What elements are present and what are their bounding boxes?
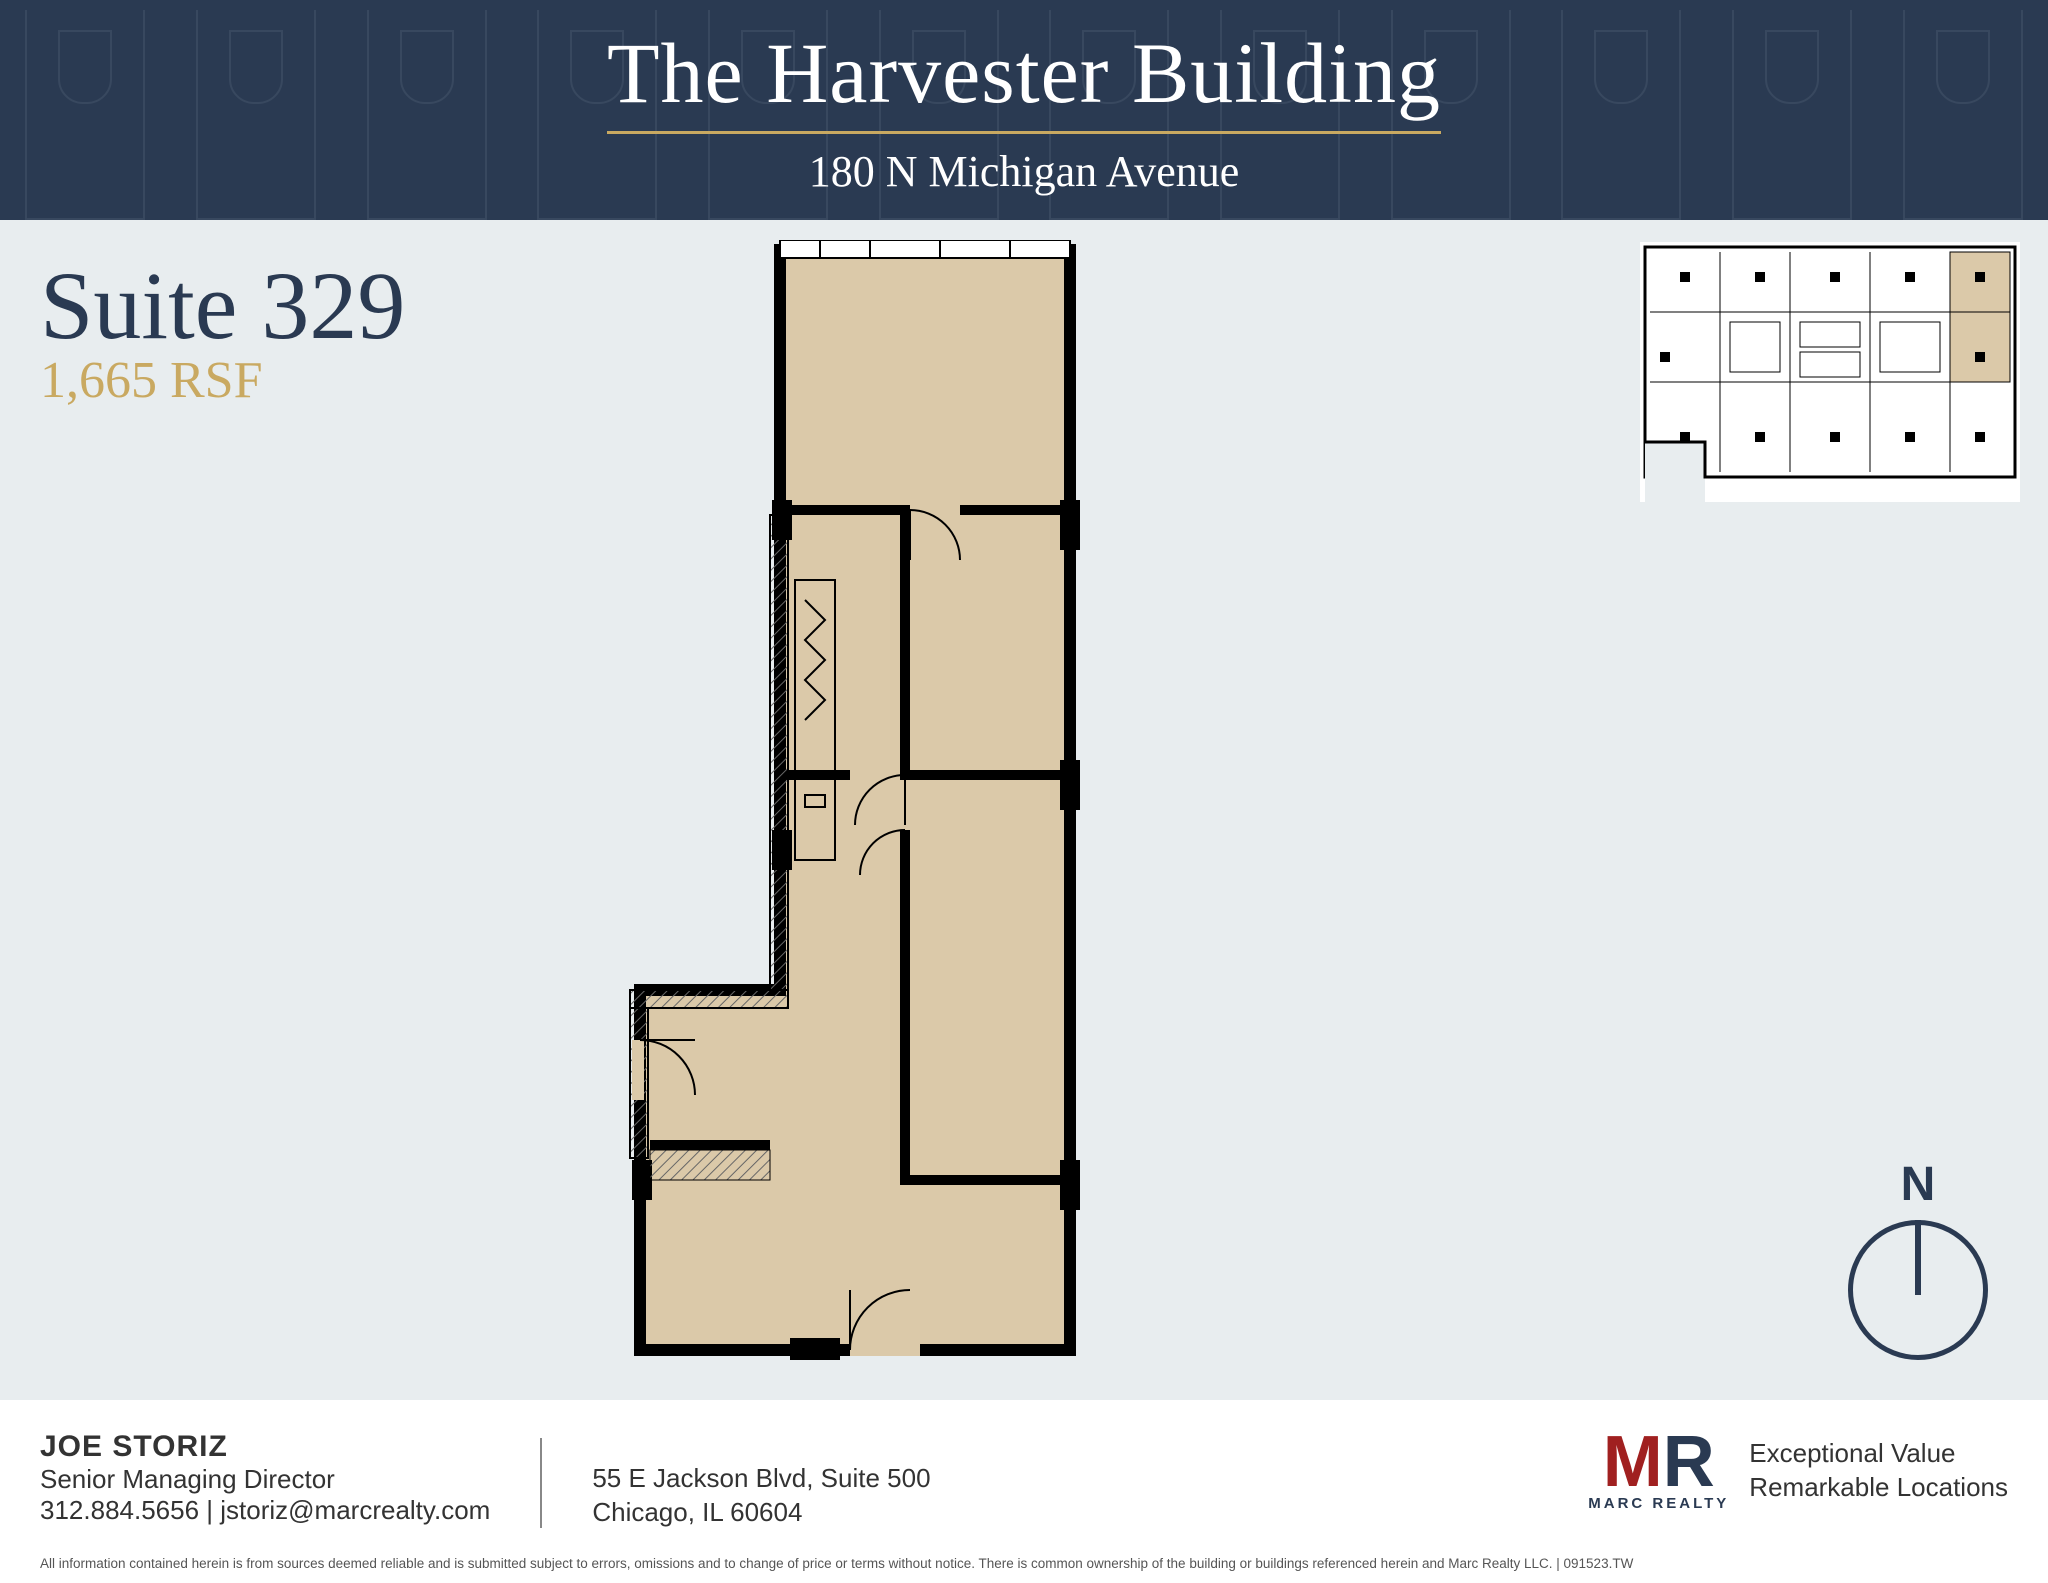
tagline-line2: Remarkable Locations <box>1749 1471 2008 1505</box>
tagline: Exceptional Value Remarkable Locations <box>1749 1437 2008 1505</box>
building-name: The Harvester Building <box>607 23 1441 134</box>
contact-name: JOE STORIZ <box>40 1430 490 1464</box>
suite-name: Suite 329 <box>40 250 405 361</box>
address-line1: 55 E Jackson Blvd, Suite 500 <box>592 1462 930 1496</box>
tagline-line1: Exceptional Value <box>1749 1437 2008 1471</box>
compass-circle-icon <box>1848 1220 1988 1360</box>
separator: | <box>206 1495 220 1525</box>
office-address: 55 E Jackson Blvd, Suite 500 Chicago, IL… <box>592 1430 930 1530</box>
header-banner: The Harvester Building 180 N Michigan Av… <box>0 0 2048 220</box>
disclaimer-text: All information contained herein is from… <box>40 1556 2008 1571</box>
contact-email: jstoriz@marcrealty.com <box>220 1495 490 1525</box>
company-logo-icon: MR MARC REALTY <box>1588 1430 1729 1512</box>
footer-divider <box>540 1438 542 1528</box>
address-line2: Chicago, IL 60604 <box>592 1496 930 1530</box>
compass: N <box>1848 1157 1988 1360</box>
compass-north-label: N <box>1848 1157 1988 1212</box>
compass-needle-icon <box>1915 1220 1921 1295</box>
contact-details: 312.884.5656 | jstoriz@marcrealty.com <box>40 1495 490 1526</box>
building-address: 180 N Michigan Avenue <box>809 146 1240 197</box>
key-plan <box>1640 242 2020 502</box>
contact-phone: 312.884.5656 <box>40 1495 199 1525</box>
suite-info-block: Suite 329 1,665 RSF <box>40 250 405 410</box>
logo-letter-m: M <box>1603 1422 1663 1502</box>
suite-floorplan <box>580 240 1140 1370</box>
footer: JOE STORIZ Senior Managing Director 312.… <box>0 1400 2048 1583</box>
logo-subtext: MARC REALTY <box>1588 1495 1729 1512</box>
logo-block: MR MARC REALTY Exceptional Value Remarka… <box>1588 1430 2008 1512</box>
contact-block: JOE STORIZ Senior Managing Director 312.… <box>40 1430 540 1526</box>
main-content: Suite 329 1,665 RSF <box>0 220 2048 1400</box>
logo-letter-r: R <box>1663 1422 1715 1502</box>
contact-title: Senior Managing Director <box>40 1464 490 1495</box>
